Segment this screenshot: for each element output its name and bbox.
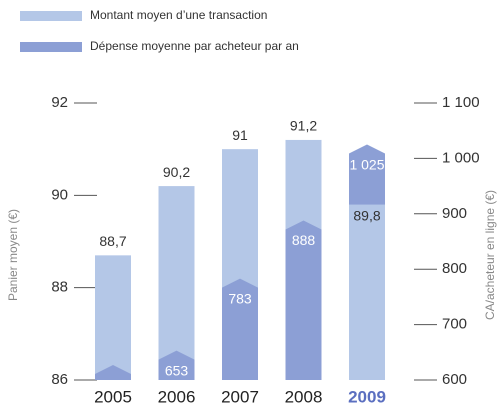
value-label: 91,2 — [290, 118, 317, 134]
value-label: 91 — [232, 127, 248, 143]
y-axis-title: Panier moyen (€) — [6, 209, 20, 301]
legend-label: Montant moyen d’une transaction — [90, 8, 267, 22]
bar — [285, 220, 322, 380]
y2-tick-label: 600 — [442, 371, 467, 388]
x-tick-label: 2007 — [221, 387, 259, 406]
bar — [222, 278, 258, 380]
bar — [158, 186, 195, 380]
legend-swatch — [20, 11, 82, 21]
bar — [95, 255, 131, 380]
value-label: 783 — [228, 290, 252, 306]
y-tick-label: 88 — [51, 279, 68, 296]
x-tick-label: 2008 — [285, 387, 323, 406]
bar — [95, 365, 131, 380]
bar — [349, 204, 385, 380]
legend-label: Dépense moyenne par acheteur par an — [90, 39, 299, 53]
value-label: 653 — [165, 362, 189, 378]
value-label: 888 — [292, 232, 316, 248]
y2-tick-label: 800 — [442, 260, 467, 277]
legend-swatch — [20, 42, 82, 52]
y2-tick-label: 1 000 — [442, 149, 480, 166]
x-tick-label: 2006 — [158, 387, 196, 406]
y2-tick-label: 900 — [442, 205, 467, 222]
value-label: 1 025 — [349, 156, 384, 172]
y-tick-label: 86 — [51, 371, 68, 388]
y2-tick-label: 1 100 — [442, 94, 480, 111]
x-tick-label: 2005 — [94, 387, 132, 406]
value-label: 88,7 — [99, 233, 126, 249]
y-tick-label: 90 — [51, 186, 68, 203]
bar — [158, 350, 195, 380]
x-tick-label: 2009 — [348, 387, 386, 406]
y-tick-label: 92 — [51, 94, 68, 111]
y2-axis-title: CA/acheteur en ligne (€) — [483, 190, 497, 320]
value-label: 89,8 — [353, 207, 380, 223]
value-label: 627 — [101, 377, 125, 393]
y2-tick-label: 700 — [442, 316, 467, 333]
value-label: 90,2 — [163, 164, 190, 180]
